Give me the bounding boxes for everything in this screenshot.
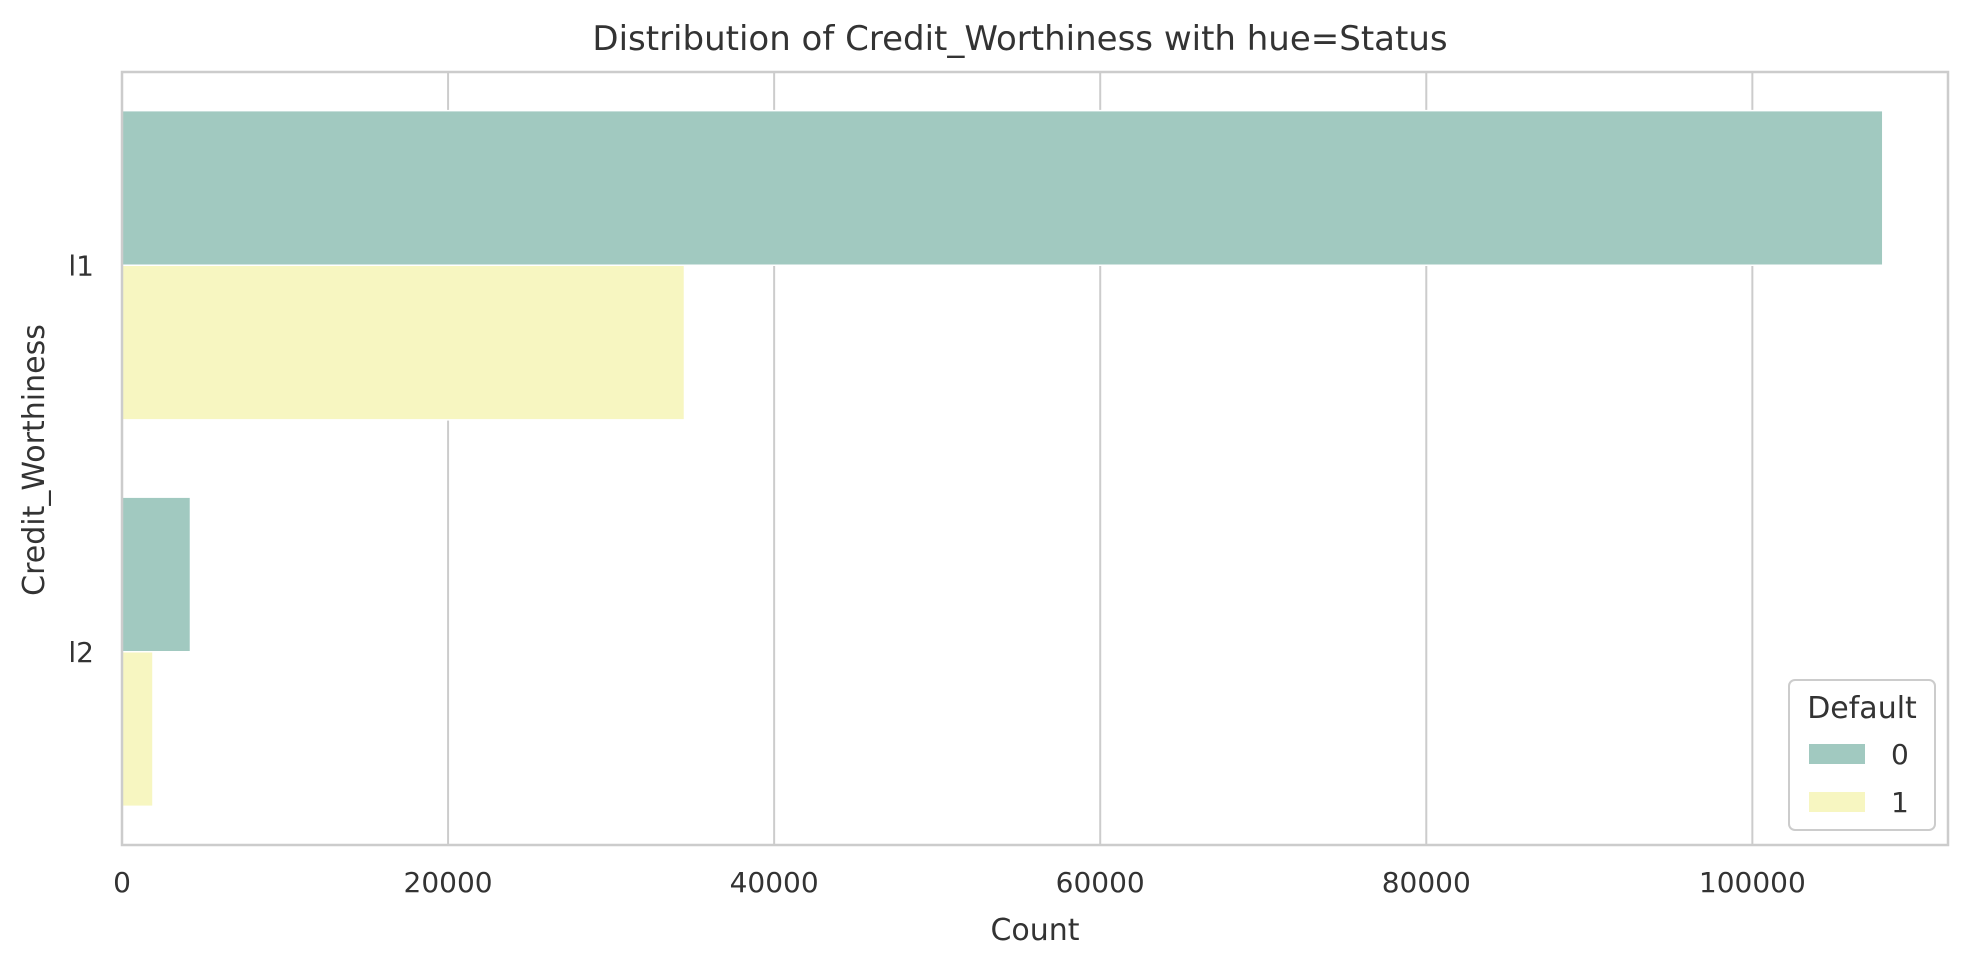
x-tick-label: 60000 — [1056, 866, 1145, 899]
bar-l1-series-0 — [121, 109, 1884, 267]
axes-frame — [120, 70, 1950, 847]
bars — [121, 109, 1884, 808]
x-axis-label: Count — [990, 913, 1079, 948]
plot-frame — [120, 70, 1950, 847]
legend-label-1: 1 — [1891, 786, 1909, 819]
bar-l2-series-0 — [121, 496, 192, 653]
legend-label-0: 0 — [1891, 738, 1909, 771]
x-tick-label: 40000 — [730, 866, 819, 899]
legend: Default 0 1 — [1788, 679, 1936, 831]
bar-l2-series-1 — [121, 651, 154, 808]
x-tick-label: 80000 — [1382, 866, 1471, 899]
bar-l1-series-1 — [121, 264, 686, 421]
x-tick-label: 20000 — [404, 866, 493, 899]
y-tick-label: l1 — [68, 249, 94, 282]
y-tick-labels: l1 l2 — [68, 249, 94, 669]
x-tick-label: 100000 — [1699, 866, 1806, 899]
legend-title: Default — [1807, 691, 1917, 726]
x-tick-labels: 0 20000 40000 60000 80000 100000 — [113, 866, 1806, 899]
chart-title: Distribution of Credit_Worthiness with h… — [592, 19, 1447, 59]
y-axis-label: Credit_Worthiness — [17, 324, 52, 596]
y-tick-label: l2 — [68, 636, 94, 669]
legend-swatch-1 — [1809, 792, 1865, 812]
x-tick-label: 0 — [113, 866, 131, 899]
legend-swatch-0 — [1809, 744, 1865, 764]
